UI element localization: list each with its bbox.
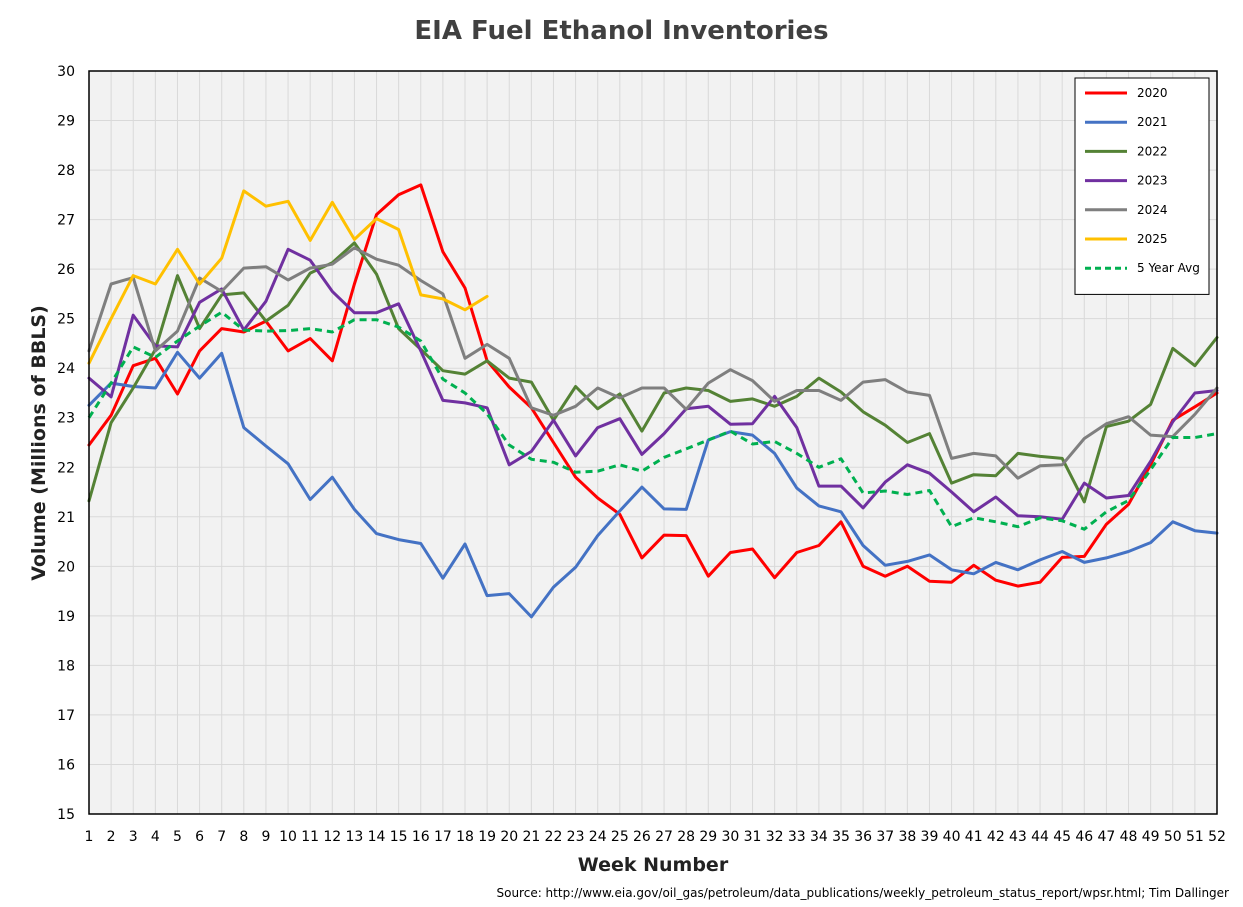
y-tick-label: 30 (57, 64, 75, 80)
x-tick-label: 34 (810, 829, 828, 845)
x-tick-label: 24 (589, 829, 607, 845)
x-tick-label: 42 (987, 829, 1005, 845)
x-tick-label: 48 (1120, 829, 1138, 845)
y-tick-label: 26 (57, 262, 75, 278)
y-tick-label: 27 (57, 213, 75, 229)
x-tick-label: 49 (1142, 829, 1160, 845)
x-tick-label: 18 (456, 829, 474, 845)
y-tick-label: 29 (57, 114, 75, 130)
x-tick-label: 7 (217, 829, 226, 845)
y-tick-label: 16 (57, 757, 75, 773)
y-axis-title: Volume (Millions of BBLS) (28, 305, 50, 581)
plot-frame (88, 70, 1218, 815)
legend-label: 2021 (1137, 115, 1168, 129)
series-line-2024 (87, 246, 1219, 480)
x-tick-label: 39 (921, 829, 939, 845)
y-tick-label: 20 (57, 559, 75, 575)
legend-label: 2020 (1137, 86, 1168, 100)
y-tick-label: 17 (57, 708, 75, 724)
x-tick-label: 51 (1186, 829, 1204, 845)
x-tick-label: 35 (832, 829, 850, 845)
y-tick-label: 19 (57, 609, 75, 625)
series-line-5-year-avg (87, 310, 1218, 531)
x-tick-label: 23 (567, 829, 585, 845)
legend-label: 2023 (1137, 174, 1168, 188)
x-tick-label: 30 (721, 829, 739, 845)
x-tick-label: 15 (390, 829, 408, 845)
series-line-2020 (87, 183, 1219, 588)
x-tick-label: 33 (788, 829, 806, 845)
x-tick-label: 2 (107, 829, 116, 845)
x-tick-label: 26 (633, 829, 651, 845)
y-tick-label: 18 (57, 658, 75, 674)
x-tick-label: 17 (434, 829, 452, 845)
x-tick-label: 43 (1009, 829, 1027, 845)
x-axis-ticks: 1 2 3 4 5 6 7 8 9 10 11 12 13 14 15 16 17 18 19 20 21 22 23 24 2… (85, 829, 1226, 845)
x-tick-label: 19 (478, 829, 496, 845)
y-tick-label: 15 (57, 807, 75, 823)
x-tick-label: 12 (323, 829, 341, 845)
x-tick-label: 13 (345, 829, 363, 845)
x-tick-label: 38 (898, 829, 916, 845)
legend: 2020 2021 2022 2023 2024 2025 5 Year Avg (1074, 77, 1210, 295)
series-line-2025 (87, 189, 489, 365)
x-tick-label: 52 (1208, 829, 1226, 845)
series-line-2023 (87, 247, 1219, 521)
x-tick-label: 10 (279, 829, 297, 845)
x-tick-label: 20 (500, 829, 518, 845)
legend-label: 5 Year Avg (1137, 261, 1200, 275)
series-group (87, 183, 1219, 619)
x-tick-label: 21 (522, 829, 540, 845)
x-tick-label: 5 (173, 829, 182, 845)
x-tick-label: 22 (545, 829, 563, 845)
x-tick-label: 47 (1097, 829, 1115, 845)
x-tick-label: 14 (368, 829, 386, 845)
x-tick-label: 3 (129, 829, 138, 845)
x-tick-label: 1 (85, 829, 94, 845)
series-line-2021 (87, 350, 1219, 619)
x-tick-label: 25 (611, 829, 629, 845)
legend-label: 2024 (1137, 203, 1168, 217)
chart-title: EIA Fuel Ethanol Inventories (414, 16, 829, 46)
y-tick-label: 25 (57, 312, 75, 328)
x-tick-label: 28 (677, 829, 695, 845)
y-tick-label: 24 (57, 361, 75, 377)
x-tick-label: 45 (1053, 829, 1071, 845)
x-tick-label: 50 (1164, 829, 1182, 845)
x-tick-label: 4 (151, 829, 160, 845)
x-tick-label: 27 (655, 829, 673, 845)
legend-box (1074, 77, 1210, 295)
x-tick-label: 44 (1031, 829, 1049, 845)
x-tick-label: 32 (766, 829, 784, 845)
x-tick-label: 40 (943, 829, 961, 845)
y-tick-label: 22 (57, 460, 75, 476)
legend-label: 2025 (1137, 232, 1168, 246)
x-tick-label: 37 (876, 829, 894, 845)
x-axis-title: Week Number (578, 854, 729, 876)
x-tick-label: 6 (195, 829, 204, 845)
y-tick-label: 28 (57, 163, 75, 179)
legend-label: 2022 (1137, 144, 1168, 158)
x-tick-label: 16 (412, 829, 430, 845)
source-note: Source: http://www.eia.gov/oil_gas/petro… (496, 886, 1229, 900)
y-tick-label: 23 (57, 411, 75, 427)
x-tick-label: 31 (744, 829, 762, 845)
x-tick-label: 36 (854, 829, 872, 845)
x-tick-label: 9 (261, 829, 270, 845)
x-tick-label: 11 (301, 829, 319, 845)
y-tick-label: 21 (57, 510, 75, 526)
series-line-2022 (87, 241, 1219, 504)
x-tick-label: 46 (1075, 829, 1093, 845)
x-tick-label: 29 (699, 829, 717, 845)
y-axis-ticks: 15 16 17 18 19 20 21 22 23 24 25 26 27 28 29 30 (57, 64, 75, 823)
x-tick-label: 41 (965, 829, 983, 845)
x-tick-label: 8 (239, 829, 248, 845)
